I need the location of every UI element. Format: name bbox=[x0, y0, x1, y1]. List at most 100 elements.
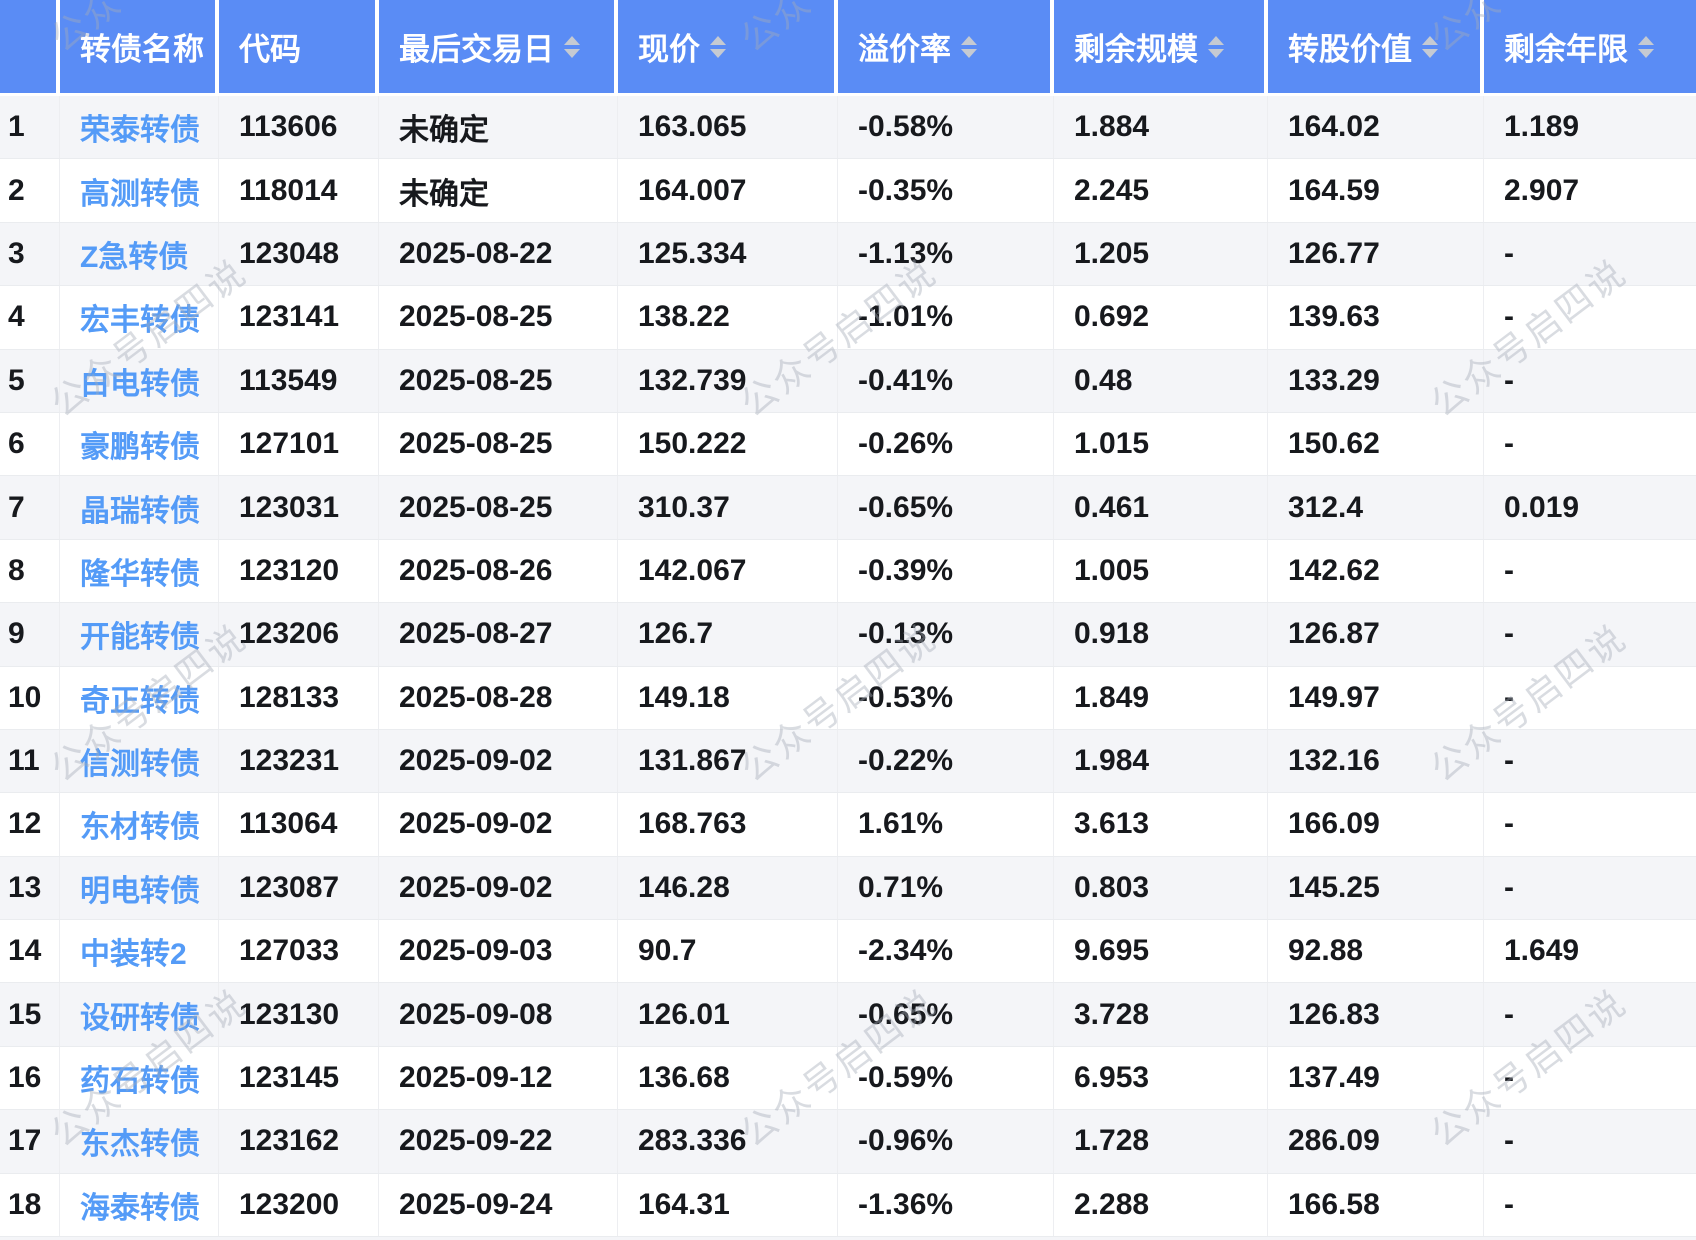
conversion-value: 133.29 bbox=[1268, 349, 1484, 412]
row-index: 8 bbox=[0, 539, 60, 603]
row-index: 11 bbox=[0, 729, 60, 793]
table-row: 7 晶瑞转债 123031 2025-08-25 310.37 -0.65% 0.461 31… bbox=[0, 476, 1696, 540]
bond-name-link[interactable]: 东杰转债 bbox=[60, 1110, 219, 1173]
bond-code: 123162 bbox=[219, 1110, 379, 1173]
remaining-years: - bbox=[1504, 680, 1514, 714]
column-header-last_trade_date[interactable]: 最后交易日 bbox=[379, 0, 618, 96]
bond-name-link[interactable]: 药石转债 bbox=[60, 1046, 219, 1110]
bond-name-link[interactable]: 晶瑞转债 bbox=[60, 476, 219, 539]
table-row: 11 信测转债 123231 2025-09-02 131.867 -0.22% 1.984… bbox=[0, 729, 1696, 794]
premium-rate: -0.58% bbox=[838, 96, 1054, 159]
conversion-value: 126.83 bbox=[1268, 983, 1484, 1046]
sort-icon[interactable] bbox=[564, 35, 580, 58]
last-trade-date: 2025-09-03 bbox=[379, 920, 618, 983]
current-price: 125.334 bbox=[618, 222, 838, 286]
conversion-value: 150.62 bbox=[1268, 412, 1484, 476]
remaining-years: - bbox=[1504, 997, 1514, 1031]
bond-name-link[interactable]: 明电转债 bbox=[60, 856, 219, 920]
column-header-label: 转债名称 bbox=[80, 32, 204, 67]
sort-down-arrow-icon bbox=[1208, 48, 1224, 58]
remaining-years: - bbox=[1504, 236, 1514, 270]
conversion-value: 142.62 bbox=[1268, 539, 1484, 603]
sort-icon[interactable] bbox=[1638, 35, 1654, 58]
current-price: 168.763 bbox=[618, 793, 838, 856]
table-row: 10 奇正转债 128133 2025-08-28 149.18 -0.53% 1.849 1… bbox=[0, 666, 1696, 730]
row-index: 10 bbox=[0, 666, 60, 729]
premium-rate: -0.26% bbox=[838, 412, 1054, 476]
row-index: 18 bbox=[0, 1173, 60, 1237]
row-index: 13 bbox=[0, 856, 60, 920]
current-price: 283.336 bbox=[618, 1110, 838, 1173]
current-price: 164.007 bbox=[618, 159, 838, 222]
bond-name-link[interactable]: 设研转债 bbox=[60, 983, 219, 1046]
bond-name-link[interactable]: 荣泰转债 bbox=[60, 96, 219, 159]
bond-name-link[interactable]: 信测转债 bbox=[60, 729, 219, 793]
sort-up-arrow-icon bbox=[1638, 35, 1654, 45]
premium-rate: 1.61% bbox=[838, 793, 1054, 856]
current-price: 142.067 bbox=[618, 539, 838, 603]
current-price: 310.37 bbox=[618, 476, 838, 539]
bond-name-link[interactable]: Z急转债 bbox=[60, 222, 219, 286]
premium-rate: -0.35% bbox=[838, 159, 1054, 222]
last-trade-date: 2025-08-25 bbox=[379, 412, 618, 476]
premium-rate: -0.96% bbox=[838, 1110, 1054, 1173]
sort-icon[interactable] bbox=[1208, 35, 1224, 58]
bond-name-link[interactable]: 隆华转债 bbox=[60, 539, 219, 603]
bond-code: 123206 bbox=[219, 603, 379, 666]
bond-code: 127033 bbox=[219, 920, 379, 983]
conversion-value: 145.25 bbox=[1268, 856, 1484, 920]
table-row: 13 明电转债 123087 2025-09-02 146.28 0.71% 0.803 14… bbox=[0, 856, 1696, 921]
bond-name-link[interactable]: 豪鹏转债 bbox=[60, 412, 219, 476]
conversion-value: 166.58 bbox=[1268, 1173, 1484, 1237]
last-trade-date: 2025-09-22 bbox=[379, 1110, 618, 1173]
premium-rate: -0.65% bbox=[838, 983, 1054, 1046]
column-header-remaining_size[interactable]: 剩余规模 bbox=[1054, 0, 1268, 96]
last-trade-date: 2025-08-27 bbox=[379, 603, 618, 666]
table-row: 14 中装转2 127033 2025-09-03 90.7 -2.34% 9.695 92.… bbox=[0, 920, 1696, 984]
last-trade-date: 2025-08-26 bbox=[379, 539, 618, 603]
last-trade-date: 2025-09-02 bbox=[379, 793, 618, 856]
bond-code: 118014 bbox=[219, 159, 379, 222]
column-header-price[interactable]: 现价 bbox=[618, 0, 838, 96]
bond-name-link[interactable]: 东材转债 bbox=[60, 793, 219, 856]
column-header-label: 最后交易日 bbox=[399, 32, 554, 67]
last-trade-date: 2025-08-25 bbox=[379, 286, 618, 349]
last-trade-date: 2025-09-02 bbox=[379, 729, 618, 793]
bond-code: 123120 bbox=[219, 539, 379, 603]
bond-code: 123141 bbox=[219, 286, 379, 349]
conversion-value: 126.87 bbox=[1268, 603, 1484, 666]
remaining-size: 1.728 bbox=[1054, 1110, 1268, 1173]
last-trade-date: 2025-09-08 bbox=[379, 983, 618, 1046]
column-header-remaining_years[interactable]: 剩余年限 bbox=[1484, 0, 1696, 96]
current-price: 163.065 bbox=[618, 96, 838, 159]
table-row: 1 荣泰转债 113606 未确定 163.065 -0.58% 1.884 164.02 1.… bbox=[0, 96, 1696, 160]
bond-code: 113549 bbox=[219, 349, 379, 412]
bond-code: 113064 bbox=[219, 793, 379, 856]
column-header-conversion_value[interactable]: 转股价值 bbox=[1268, 0, 1484, 96]
conversion-value: 132.16 bbox=[1268, 729, 1484, 793]
current-price: 126.7 bbox=[618, 603, 838, 666]
bond-name-link[interactable]: 宏丰转债 bbox=[60, 286, 219, 349]
row-index: 16 bbox=[0, 1046, 60, 1110]
sort-icon[interactable] bbox=[710, 35, 726, 58]
remaining-size: 1.005 bbox=[1054, 539, 1268, 603]
row-index: 7 bbox=[0, 476, 60, 539]
row-index: 14 bbox=[0, 920, 60, 983]
sort-icon[interactable] bbox=[1422, 35, 1438, 58]
bond-name-link[interactable]: 开能转债 bbox=[60, 603, 219, 666]
bond-name-link[interactable]: 海泰转债 bbox=[60, 1173, 219, 1237]
table-row: 5 白电转债 113549 2025-08-25 132.739 -0.41% 0.48 13… bbox=[0, 349, 1696, 413]
column-header-premium_rate[interactable]: 溢价率 bbox=[838, 0, 1054, 96]
bond-name-link[interactable]: 中装转2 bbox=[60, 920, 219, 983]
row-index: 2 bbox=[0, 159, 60, 222]
sort-icon[interactable] bbox=[961, 35, 977, 58]
bond-name-link[interactable]: 奇正转债 bbox=[60, 666, 219, 729]
bond-name-link[interactable]: 高测转债 bbox=[60, 159, 219, 222]
last-trade-date: 2025-09-24 bbox=[379, 1173, 618, 1237]
current-price: 136.68 bbox=[618, 1046, 838, 1110]
conversion-value: 166.09 bbox=[1268, 793, 1484, 856]
bond-name-link[interactable]: 白电转债 bbox=[60, 349, 219, 412]
sort-down-arrow-icon bbox=[961, 48, 977, 58]
